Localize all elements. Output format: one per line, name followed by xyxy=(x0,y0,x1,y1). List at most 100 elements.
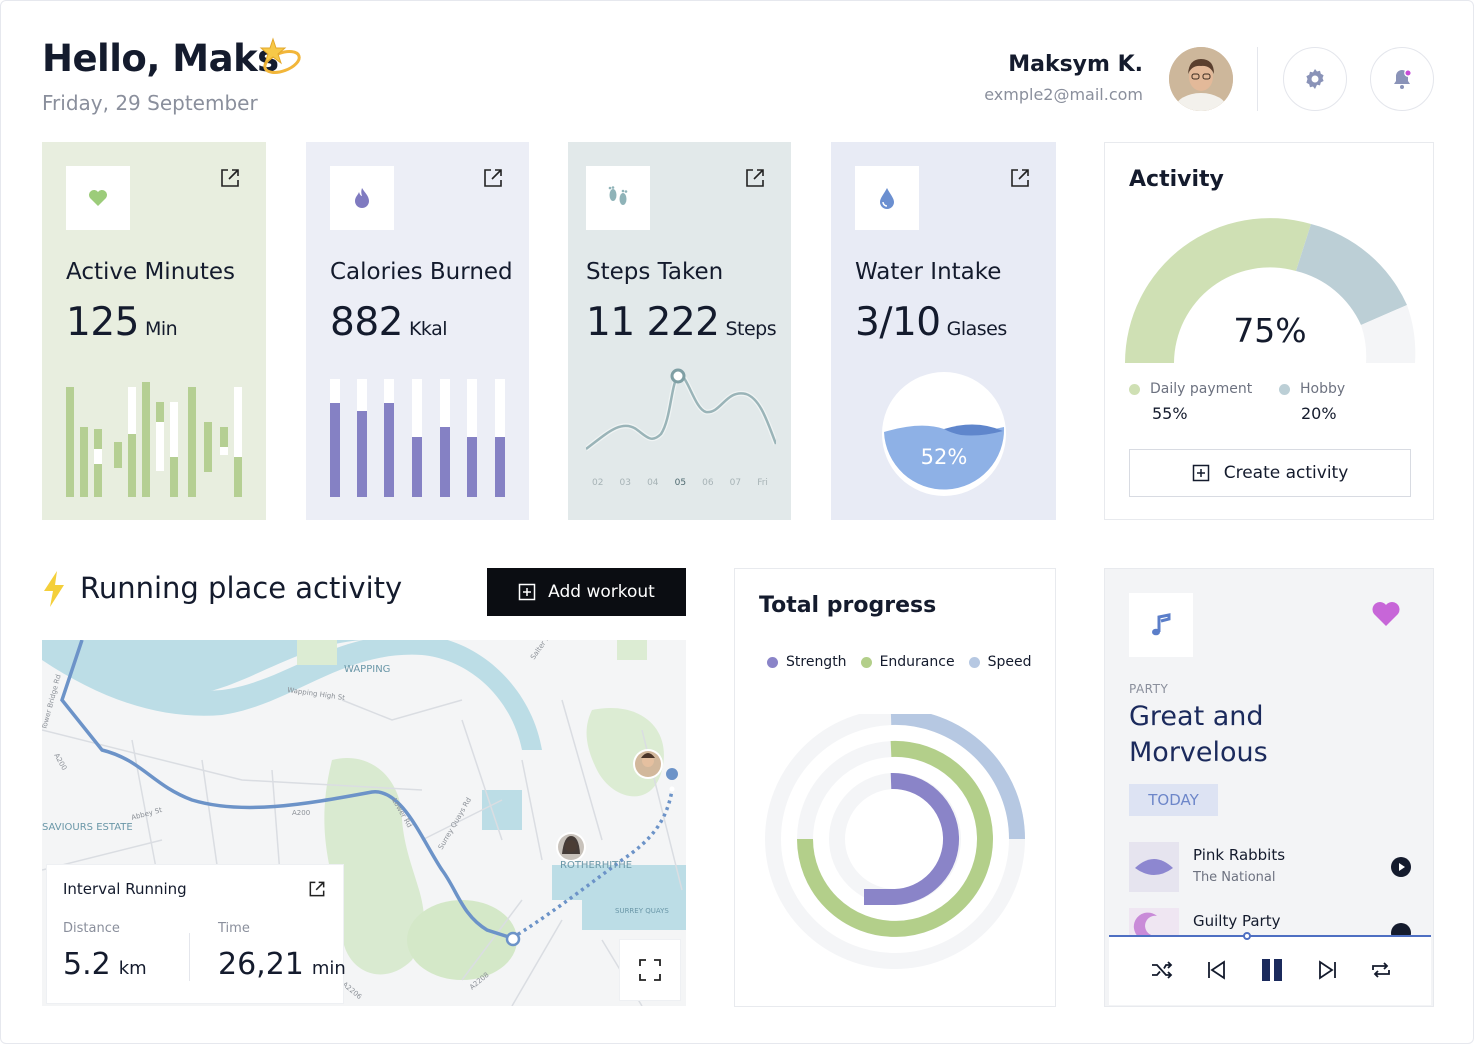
track-artist: The National xyxy=(1193,870,1276,885)
legend-hobby: Hobby xyxy=(1279,381,1345,397)
progress-rings xyxy=(765,714,1025,969)
today-badge[interactable]: TODAY xyxy=(1129,784,1218,816)
legend-daily-payment-value: 55% xyxy=(1152,404,1188,423)
footsteps-icon xyxy=(608,186,628,205)
open-external-icon[interactable] xyxy=(1008,166,1032,190)
axis-tick: Fri xyxy=(757,478,768,488)
greeting-heading: Hello, Maks xyxy=(42,37,279,80)
map-label: A200 xyxy=(292,809,310,817)
music-card: PARTY Great and Morvelous TODAY Pink Rab… xyxy=(1104,568,1434,1007)
music-note-icon xyxy=(1152,613,1171,636)
steps-axis: 02 03 04 05 06 07 Fri xyxy=(592,478,768,488)
track-item[interactable]: Pink Rabbits The National xyxy=(1129,842,1411,892)
interval-running-card[interactable]: Interval Running Distance 5.2 km Time 26,… xyxy=(46,864,346,1004)
play-icon[interactable] xyxy=(1391,923,1411,935)
card-value: 882 Kkal xyxy=(330,300,448,345)
legend-daily-payment: Daily payment xyxy=(1129,381,1252,397)
music-title: Great and Morvelous xyxy=(1129,701,1268,768)
activity-card: Activity 75% Daily payment 55% Hobby 20%… xyxy=(1104,142,1434,520)
bell-icon xyxy=(1394,69,1412,89)
plus-square-icon xyxy=(1192,464,1209,482)
total-progress-card: Total progress Strength Endurance Speed xyxy=(734,568,1056,1007)
axis-tick: 02 xyxy=(592,478,604,488)
album-cover xyxy=(1129,908,1179,935)
settings-button[interactable] xyxy=(1283,47,1347,111)
header-divider xyxy=(1257,47,1258,111)
user-email: exmple2@mail.com xyxy=(984,85,1143,104)
card-value: 11 222 Steps xyxy=(586,300,777,345)
track-name: Pink Rabbits xyxy=(1193,846,1286,864)
legend-hobby-value: 20% xyxy=(1301,404,1337,423)
legend-strength: Strength xyxy=(767,654,847,670)
plus-square-icon xyxy=(518,583,536,601)
open-external-icon[interactable] xyxy=(481,166,505,190)
distance-value: 5.2 km xyxy=(63,947,147,982)
music-note-box xyxy=(1129,593,1193,657)
card-title: Steps Taken xyxy=(586,259,724,285)
steps-line-chart xyxy=(586,368,776,451)
card-title: Calories Burned xyxy=(330,259,513,285)
album-cover xyxy=(1129,842,1179,892)
open-external-icon[interactable] xyxy=(743,166,767,190)
active-minutes-bars xyxy=(66,382,242,497)
favorite-heart-icon[interactable] xyxy=(1371,601,1401,627)
steps-card[interactable]: Steps Taken 11 222 Steps 02 03 04 05 06 0… xyxy=(568,142,791,520)
axis-tick: 05 xyxy=(674,478,687,488)
legend-endurance: Endurance xyxy=(860,654,955,670)
progress-track[interactable] xyxy=(1109,935,1431,937)
heart-icon xyxy=(89,190,107,206)
water-icon-box xyxy=(855,166,919,230)
fullscreen-icon xyxy=(639,959,661,981)
time-value: 26,21 min xyxy=(218,947,346,982)
axis-tick: 03 xyxy=(619,478,631,488)
water-card[interactable]: Water Intake 3/10 Glases 52% xyxy=(831,142,1056,520)
user-avatar[interactable] xyxy=(1169,47,1233,111)
activity-percent: 75% xyxy=(1233,311,1307,350)
track-name: Guilty Party xyxy=(1193,912,1281,930)
progress-knob[interactable] xyxy=(1243,932,1251,940)
next-track-icon[interactable] xyxy=(1315,957,1341,983)
calories-card[interactable]: Calories Burned 882 Kkal xyxy=(306,142,529,520)
music-category: PARTY xyxy=(1129,682,1169,696)
card-value: 3/10 Glases xyxy=(855,300,1007,345)
map-label: ROTHERHITHE xyxy=(560,860,632,871)
active-minutes-card[interactable]: Active Minutes 125 Min xyxy=(42,142,266,520)
calories-bars xyxy=(330,379,505,497)
map-label: SURREY QUAYS xyxy=(615,907,669,915)
active-minutes-icon-box xyxy=(66,166,130,230)
shuffle-icon[interactable] xyxy=(1149,957,1175,983)
axis-tick: 04 xyxy=(647,478,659,488)
progress-title: Total progress xyxy=(759,593,937,618)
add-workout-button[interactable]: Add workout xyxy=(487,568,686,616)
repeat-icon[interactable] xyxy=(1368,957,1394,983)
time-label: Time xyxy=(218,921,250,936)
play-icon[interactable] xyxy=(1391,857,1411,877)
water-level-gauge xyxy=(882,372,1006,496)
map-label: WAPPING xyxy=(344,664,390,675)
dizzy-star-icon xyxy=(259,37,301,74)
fullscreen-button[interactable] xyxy=(619,939,681,1001)
distance-label: Distance xyxy=(63,921,120,936)
card-title: Active Minutes xyxy=(66,259,235,285)
card-title: Water Intake xyxy=(855,259,1002,285)
legend-dot xyxy=(1279,383,1290,395)
album-art-icon xyxy=(1133,912,1159,935)
open-external-icon[interactable] xyxy=(307,879,327,899)
pause-icon[interactable] xyxy=(1259,957,1285,983)
previous-track-icon[interactable] xyxy=(1203,957,1229,983)
running-section-title: Running place activity xyxy=(80,571,403,605)
notifications-button[interactable] xyxy=(1370,47,1434,111)
gear-icon xyxy=(1306,69,1324,89)
map-label: SAVIOURS ESTATE xyxy=(42,822,133,833)
steps-icon-box xyxy=(586,166,650,230)
open-external-icon[interactable] xyxy=(218,166,242,190)
interval-title: Interval Running xyxy=(63,880,187,898)
create-activity-button[interactable]: Create activity xyxy=(1129,449,1411,497)
axis-tick: 07 xyxy=(729,478,742,488)
lightning-icon xyxy=(44,571,64,607)
album-art-icon xyxy=(1135,859,1173,875)
flame-icon xyxy=(355,188,369,208)
legend-speed: Speed xyxy=(968,654,1031,670)
track-item[interactable]: Guilty Party xyxy=(1129,908,1411,935)
